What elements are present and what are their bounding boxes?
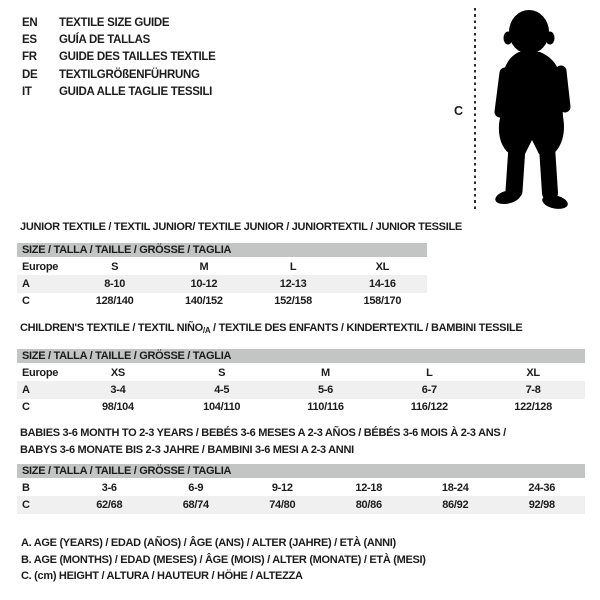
- size-cell: 18-24: [441, 481, 469, 494]
- size-cell: 3-4: [110, 384, 126, 397]
- section-title-line: BABYS 3-6 MONATE BIS 2-3 JAHRE / BAMBINI…: [20, 442, 506, 459]
- row-label: Europe: [22, 260, 59, 273]
- size-cell: 14-16: [369, 278, 396, 291]
- size-cell: 104/110: [203, 401, 241, 414]
- language-row: FR GUIDE DES TAILLES TEXTILE: [22, 49, 216, 66]
- section-title-line: JUNIOR TEXTILE / TEXTIL JUNIOR/ TEXTILE …: [20, 219, 462, 236]
- language-code: IT: [22, 85, 32, 98]
- size-cell: 158/170: [363, 295, 402, 308]
- size-cell: 128/140: [95, 295, 134, 308]
- section-title-text: BABYS 3-6 MONATE BIS 2-3 JAHRE / BAMBINI…: [20, 444, 354, 456]
- language-title: GUIDE DES TAILLES TEXTILE: [59, 51, 216, 64]
- section-title-text: /A: [202, 326, 211, 335]
- height-measure-line: [474, 8, 476, 211]
- section-title-text: CHILDREN'S TEXTILE / TEXTIL NIÑO: [20, 322, 203, 334]
- size-cell: 7-8: [525, 384, 541, 397]
- section-title-text: BABIES 3-6 MONTH TO 2-3 YEARS / BEBÉS 3-…: [20, 427, 506, 439]
- language-row: ES GUÍA DE TALLAS: [22, 32, 216, 49]
- table-row: B 3-6 6-9 9-12 12-18 18-24 24-36: [17, 479, 585, 496]
- size-cell: 80/86: [355, 499, 382, 512]
- size-cell: 116/122: [410, 401, 448, 414]
- section-title-line: BABIES 3-6 MONTH TO 2-3 YEARS / BEBÉS 3-…: [20, 425, 506, 442]
- size-table-babies: SIZE / TALLA / TAILLE / GRÖSSE / TAGLIA B…: [17, 464, 585, 514]
- size-cell: 92/98: [528, 499, 555, 512]
- size-cell: 140/152: [185, 295, 223, 308]
- language-code: DE: [22, 68, 38, 81]
- size-cell: M: [199, 260, 209, 273]
- language-row: DE TEXTILGRÖßENFÜHRUNG: [22, 67, 216, 84]
- row-label: A: [22, 278, 30, 291]
- legend: A. AGE (YEARS) / EDAD (AÑOS) / ÂGE (ANS)…: [21, 535, 426, 585]
- table-row: C 128/140 140/152 152/158 158/170: [17, 293, 427, 310]
- size-cell: XS: [110, 366, 125, 379]
- size-cell: 10-12: [190, 278, 218, 291]
- language-row: EN TEXTILE SIZE GUIDE: [22, 15, 216, 32]
- row-label: A: [22, 384, 30, 397]
- size-cell: L: [426, 366, 433, 379]
- size-cell: 98/104: [101, 401, 134, 414]
- size-cell: 4-5: [214, 384, 230, 397]
- section-title-text: / TEXTILE DES ENFANTS / KINDERTEXTIL / B…: [210, 322, 523, 334]
- toddler-silhouette-icon: [494, 10, 571, 209]
- size-cell: 110/116: [307, 401, 344, 414]
- size-cell: 12-13: [279, 278, 307, 291]
- table-size-header: SIZE / TALLA / TAILLE / GRÖSSE / TAGLIA: [17, 349, 585, 363]
- language-code: EN: [22, 17, 38, 29]
- row-label: C: [22, 401, 30, 414]
- language-code: ES: [22, 34, 37, 47]
- table-row: C 98/104 104/110 110/116 116/122 122/128: [17, 399, 585, 416]
- section-title-junior: JUNIOR TEXTILE / TEXTIL JUNIOR/ TEXTILE …: [20, 219, 462, 236]
- row-label: C: [22, 499, 30, 512]
- table-row: C 62/68 68/74 74/80 80/86 86/92 92/98: [17, 496, 585, 514]
- language-header: EN TEXTILE SIZE GUIDE ES GUÍA DE TALLAS FR GU…: [22, 15, 216, 101]
- size-cell: 74/80: [269, 499, 296, 512]
- size-cell: M: [321, 366, 330, 379]
- table-row: Europe S M L XL: [17, 258, 427, 275]
- size-cell: 5-6: [317, 384, 333, 397]
- size-cell: 86/92: [442, 499, 469, 512]
- height-label-c: C: [454, 104, 463, 118]
- size-cell: 24-36: [528, 481, 556, 494]
- row-label: B: [22, 481, 30, 494]
- section-title-babies: BABIES 3-6 MONTH TO 2-3 YEARS / BEBÉS 3-…: [20, 425, 506, 459]
- legend-line: A. AGE (YEARS) / EDAD (AÑOS) / ÂGE (ANS)…: [21, 537, 396, 549]
- size-cell: S: [111, 260, 119, 273]
- table-row: Europe XS S M L XL: [17, 364, 585, 381]
- language-code: FR: [22, 51, 37, 64]
- legend-line: B. AGE (MONTHS) / EDAD (MESES) / ÂGE (MO…: [21, 553, 426, 566]
- section-title-text: JUNIOR TEXTILE / TEXTIL JUNIOR/ TEXTILE …: [20, 221, 462, 233]
- size-cell: 6-7: [421, 384, 437, 397]
- size-cell: L: [289, 260, 297, 273]
- section-title-line: CHILDREN'S TEXTILE / TEXTIL NIÑO/A / TEX…: [20, 320, 523, 339]
- size-table-children: SIZE / TALLA / TAILLE / GRÖSSE / TAGLIA E…: [17, 349, 585, 416]
- size-table-junior: SIZE / TALLA / TAILLE / GRÖSSE / TAGLIA E…: [17, 243, 427, 310]
- language-title: TEXTILGRÖßENFÜHRUNG: [59, 68, 200, 81]
- size-cell: XL: [375, 260, 390, 273]
- size-cell: 9-12: [271, 481, 293, 494]
- size-cell: 122/128: [514, 401, 552, 414]
- size-cell: 12-18: [355, 481, 383, 494]
- size-cell: 8-10: [104, 278, 126, 291]
- size-cell: 3-6: [101, 481, 117, 494]
- table-size-header: SIZE / TALLA / TAILLE / GRÖSSE / TAGLIA: [17, 243, 427, 257]
- language-title: GUÍA DE TALLAS: [59, 34, 150, 47]
- language-title: TEXTILE SIZE GUIDE: [59, 17, 170, 29]
- table-size-header: SIZE / TALLA / TAILLE / GRÖSSE / TAGLIA: [17, 464, 585, 478]
- row-label: Europe: [22, 366, 59, 379]
- row-label: C: [22, 295, 30, 308]
- size-cell: 152/158: [274, 295, 312, 308]
- table-row: A 8-10 10-12 12-13 14-16: [17, 275, 427, 293]
- size-cell: 6-9: [188, 481, 204, 494]
- size-cell: 68/74: [182, 499, 209, 512]
- size-cell: S: [218, 366, 226, 379]
- section-title-children: CHILDREN'S TEXTILE / TEXTIL NIÑO/A / TEX…: [20, 320, 523, 339]
- size-cell: 62/68: [96, 499, 123, 512]
- legend-line: C. (cm) HEIGHT / ALTURA / HAUTEUR / HÖHE…: [21, 570, 303, 583]
- table-row: A 3-4 4-5 5-6 6-7 7-8: [17, 381, 585, 399]
- size-cell: XL: [526, 366, 540, 379]
- language-title: GUIDA ALLE TAGLIE TESSILI: [59, 85, 213, 98]
- language-row: IT GUIDA ALLE TAGLIE TESSILI: [22, 84, 216, 101]
